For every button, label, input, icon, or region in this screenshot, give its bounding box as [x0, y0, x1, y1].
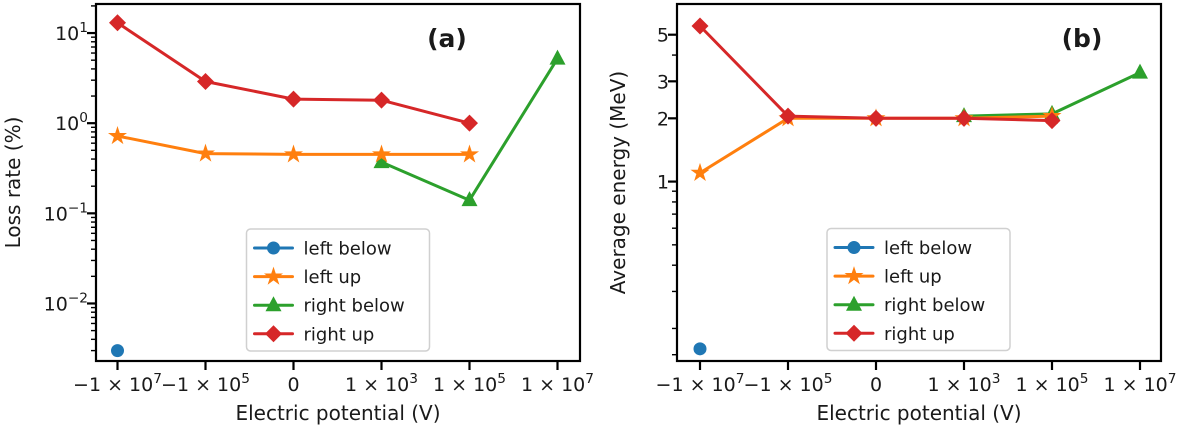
y-tick-label: 1	[657, 172, 669, 194]
x-tick-label: 1 × 105	[1016, 371, 1089, 396]
legend-entry-left-up: left up	[833, 266, 942, 288]
series-line-right-up	[116, 21, 471, 125]
x-tick-label: 1 × 107	[521, 371, 594, 396]
series-right-below	[373, 49, 566, 207]
triangle-marker-right-below	[373, 153, 390, 169]
legend-box	[245, 228, 431, 352]
legend-entry-right-up: right up	[833, 324, 955, 345]
y-tick-label: 3	[657, 71, 669, 93]
series-layer	[107, 14, 566, 358]
panel-label: (a)	[427, 24, 467, 53]
series-layer	[690, 17, 1148, 356]
y-axis: 5 3 2 1	[657, 25, 677, 356]
series-left-below	[111, 344, 124, 358]
legend-entry-right-up: right up	[253, 324, 375, 345]
series-line-right-up	[698, 24, 1054, 123]
chart-b: −1 × 107 −1 × 105 0 1 × 103 1 × 105 1 × 107 El…	[606, 2, 1177, 425]
star-marker-left-up	[195, 143, 216, 162]
legend-label: right below	[304, 296, 405, 317]
diamond-marker-right-up	[955, 109, 973, 127]
x-tick-label: 0	[870, 374, 882, 396]
triangle-marker-right-below	[549, 49, 566, 65]
diamond-marker-right-up	[373, 91, 390, 109]
diamond-marker-right-up	[197, 73, 214, 91]
series-right-up	[691, 17, 1061, 130]
legend-entry-left-up: left up	[253, 266, 362, 288]
star-marker-left-up	[690, 162, 710, 181]
legend: left below left up right below right up	[245, 228, 431, 352]
y-tick-label: 10−2	[44, 290, 88, 315]
circle-marker-left-below	[693, 342, 707, 356]
x-tick-label: 1 × 103	[928, 371, 1001, 396]
circle-marker-left-below	[111, 344, 124, 358]
legend-label: left below	[884, 238, 972, 259]
legend-triangle-marker	[265, 296, 282, 312]
legend-label: left below	[304, 239, 392, 260]
legend-entry-right-below: right below	[253, 296, 405, 317]
legend-star-marker	[844, 266, 864, 285]
legend-label: left up	[884, 267, 942, 288]
legend-triangle-marker	[846, 295, 862, 311]
y-tick-label: 5	[657, 25, 669, 47]
legend-label: right below	[884, 295, 985, 316]
series-left-up	[107, 126, 480, 163]
x-tick-label: 1 × 107	[1104, 371, 1177, 396]
diamond-marker-right-up	[109, 14, 126, 32]
diamond-marker-right-up	[867, 109, 885, 127]
star-marker-left-up	[283, 144, 304, 163]
legend-label: left up	[304, 267, 362, 288]
legend-label: right up	[304, 324, 375, 345]
x-tick-label: 1 × 105	[433, 371, 506, 396]
diamond-marker-right-up	[285, 90, 302, 108]
diamond-marker-right-up	[461, 114, 478, 132]
legend-circle-marker	[267, 241, 280, 255]
series-left-below	[693, 342, 707, 356]
legend-star-marker	[263, 266, 284, 285]
y-axis: 101 100 10−1 10−2	[44, 5, 96, 352]
plot-border	[94, 2, 582, 363]
y-axis-title: Loss rate (%)	[1, 117, 25, 249]
panel-label: (b)	[1062, 24, 1103, 53]
legend-diamond-marker	[265, 325, 282, 343]
x-axis: −1 × 107 −1 × 105 0 1 × 103 1 × 105 1 × 107	[73, 361, 594, 396]
triangle-marker-right-below	[461, 191, 478, 207]
x-tick-label: 0	[287, 374, 299, 396]
y-tick-label: 2	[657, 108, 669, 130]
y-tick-label: 100	[55, 110, 88, 135]
star-marker-left-up	[371, 144, 392, 163]
star-marker-left-up	[107, 126, 128, 145]
series-right-up	[109, 14, 478, 132]
x-tick-label: −1 × 105	[161, 371, 250, 396]
x-axis-title: Electric potential (V)	[235, 401, 440, 425]
y-tick-label: 10−1	[44, 200, 88, 225]
x-axis: −1 × 107 −1 × 105 0 1 × 103 1 × 105 1 × 107	[656, 361, 1177, 396]
legend-box	[826, 227, 1011, 352]
legend-circle-marker	[847, 241, 861, 254]
x-tick-label: 1 × 103	[345, 371, 418, 396]
legend-label: right up	[884, 324, 955, 345]
legend: left below left up right below right up	[826, 227, 1011, 352]
legend-entry-left-below: left below	[253, 239, 392, 260]
legend-diamond-marker	[845, 324, 863, 342]
diamond-marker-right-up	[1043, 112, 1061, 130]
diamond-marker-right-up	[779, 107, 797, 125]
x-tick-label: −1 × 107	[73, 371, 162, 396]
x-axis-title: Electric potential (V)	[816, 401, 1021, 425]
triangle-marker-right-below	[1132, 63, 1148, 79]
x-tick-label: −1 × 107	[656, 371, 745, 396]
legend-entry-right-below: right below	[833, 295, 985, 316]
star-marker-left-up	[459, 144, 480, 163]
y-tick-label: 101	[55, 20, 88, 45]
chart-a: −1 × 107 −1 × 105 0 1 × 103 1 × 105 1 × 107 El…	[1, 2, 594, 425]
legend-entry-left-below: left below	[833, 238, 972, 259]
x-tick-label: −1 × 105	[744, 371, 833, 396]
y-axis-title: Average energy (MeV)	[606, 71, 630, 294]
diamond-marker-right-up	[691, 17, 709, 35]
